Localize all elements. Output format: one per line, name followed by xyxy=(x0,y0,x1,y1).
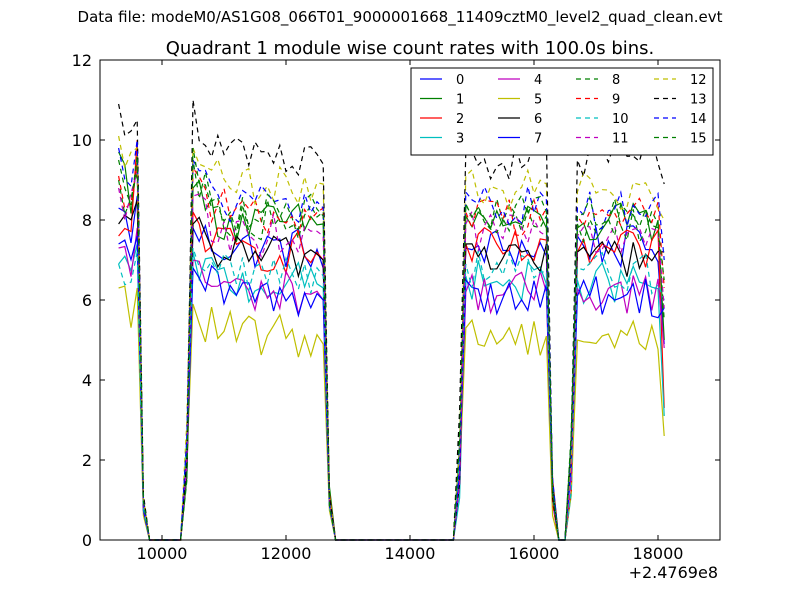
series-line-8 xyxy=(118,159,665,541)
legend-label: 1 xyxy=(456,93,464,108)
legend-label: 8 xyxy=(612,73,620,88)
x-tick-label: 16000 xyxy=(509,544,560,563)
x-tick-label: 10000 xyxy=(137,544,188,563)
legend-label: 13 xyxy=(690,93,707,108)
legend-label: 14 xyxy=(690,112,707,127)
y-tick-label: 8 xyxy=(82,211,92,230)
legend-label: 5 xyxy=(534,93,542,108)
series-line-11 xyxy=(118,171,665,541)
y-tick-label: 4 xyxy=(82,371,92,390)
data-file-header: Data file: modeM0/AS1G08_066T01_90000016… xyxy=(77,8,723,26)
legend-label: 10 xyxy=(612,112,629,127)
series-line-6 xyxy=(118,199,665,541)
y-tick-label: 0 xyxy=(82,531,92,550)
legend-label: 15 xyxy=(690,132,707,147)
x-tick-label: 12000 xyxy=(261,544,312,563)
legend-label: 7 xyxy=(534,132,542,147)
legend-label: 2 xyxy=(456,112,464,127)
plot-lines xyxy=(118,99,665,541)
x-offset-label: +2.4769e8 xyxy=(629,563,718,582)
legend-label: 4 xyxy=(534,73,542,88)
series-line-12 xyxy=(118,135,665,541)
series-line-2 xyxy=(118,139,665,541)
series-line-1 xyxy=(118,151,665,541)
x-axis: 10000 12000 14000 16000 18000 xyxy=(137,60,684,563)
series-line-5 xyxy=(118,285,665,541)
series-line-3 xyxy=(118,243,665,541)
legend-label: 0 xyxy=(456,73,464,88)
y-tick-label: 10 xyxy=(72,131,92,150)
y-tick-label: 6 xyxy=(82,291,92,310)
legend-frame xyxy=(410,67,714,156)
series-line-7 xyxy=(118,235,665,541)
series-line-15 xyxy=(118,147,665,541)
series-line-14 xyxy=(118,139,665,541)
x-tick-label: 14000 xyxy=(385,544,436,563)
y-tick-label: 12 xyxy=(72,51,92,70)
legend-label: 11 xyxy=(612,132,629,147)
legend-label: 9 xyxy=(612,93,620,108)
chart-title: Quadrant 1 module wise count rates with … xyxy=(166,38,655,59)
series-line-10 xyxy=(118,247,665,541)
y-tick-label: 2 xyxy=(82,451,92,470)
legend-label: 3 xyxy=(456,132,464,147)
legend-label: 6 xyxy=(534,112,542,127)
series-line-13 xyxy=(118,99,665,541)
x-tick-label: 18000 xyxy=(633,544,684,563)
legend-label: 12 xyxy=(690,73,707,88)
